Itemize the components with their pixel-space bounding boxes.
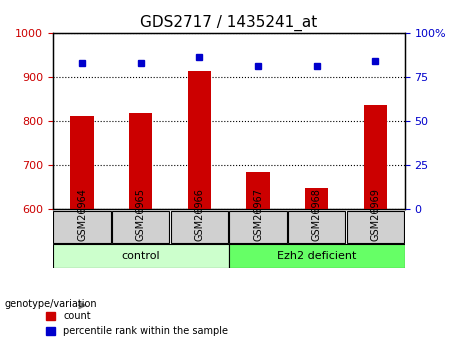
Bar xyxy=(71,116,94,209)
FancyBboxPatch shape xyxy=(53,210,111,243)
Bar xyxy=(305,188,328,209)
Text: control: control xyxy=(121,251,160,261)
FancyBboxPatch shape xyxy=(288,210,345,243)
Text: GSM26964: GSM26964 xyxy=(77,189,87,241)
FancyBboxPatch shape xyxy=(171,210,228,243)
Bar xyxy=(364,105,387,209)
Text: GSM26968: GSM26968 xyxy=(312,189,322,241)
FancyBboxPatch shape xyxy=(112,210,170,243)
Text: Ezh2 deficient: Ezh2 deficient xyxy=(277,251,356,261)
FancyBboxPatch shape xyxy=(229,210,287,243)
Text: genotype/variation: genotype/variation xyxy=(5,299,97,308)
Bar xyxy=(129,113,153,209)
FancyBboxPatch shape xyxy=(347,210,404,243)
Bar xyxy=(246,171,270,209)
FancyBboxPatch shape xyxy=(53,244,229,268)
Text: GSM26965: GSM26965 xyxy=(136,188,146,241)
Title: GDS2717 / 1435241_at: GDS2717 / 1435241_at xyxy=(140,15,317,31)
Text: GSM26967: GSM26967 xyxy=(253,188,263,241)
Legend: count, percentile rank within the sample: count, percentile rank within the sample xyxy=(42,307,232,340)
Text: GSM26966: GSM26966 xyxy=(195,189,204,241)
FancyBboxPatch shape xyxy=(229,244,405,268)
Bar xyxy=(188,71,211,209)
Text: GSM26969: GSM26969 xyxy=(370,189,380,241)
